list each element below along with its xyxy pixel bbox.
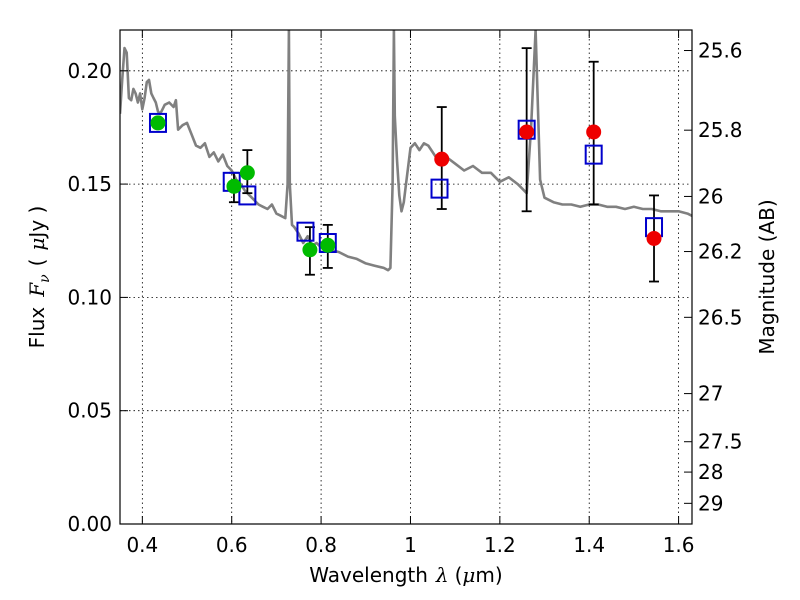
y-tick-label: 0.05 bbox=[67, 399, 112, 423]
y-tick-label: 0.00 bbox=[67, 512, 112, 536]
y2-tick-label: 25.6 bbox=[698, 39, 743, 63]
model-photometry-square bbox=[430, 178, 449, 199]
y2-tick-label: 26.5 bbox=[698, 305, 743, 329]
plot-frame bbox=[119, 29, 693, 525]
y2-tick-label: 28 bbox=[698, 460, 723, 484]
y2-axis-title: Magnitude (AB) bbox=[755, 199, 779, 354]
x-tick-label: 1 bbox=[404, 533, 417, 557]
marker-layer bbox=[148, 112, 664, 258]
x-tick-label: 1.6 bbox=[663, 533, 695, 557]
x-tick-label: 1.2 bbox=[484, 533, 516, 557]
tick-layer: 0.4 0.6 0.8 1 1.2 1.4 1.6 0.00 0.05 0.10 0.15 0.20 2… bbox=[67, 30, 743, 557]
y2-tick-label: 25.8 bbox=[698, 118, 743, 142]
y2-tick-label: 27.5 bbox=[698, 430, 743, 454]
model-photometry-square bbox=[296, 221, 315, 242]
y2-tick-label: 29 bbox=[698, 491, 723, 515]
model-photometry-square bbox=[584, 144, 603, 165]
observed-flux-point bbox=[646, 230, 662, 246]
x-tick-label: 0.8 bbox=[305, 533, 337, 557]
x-axis-title: Wavelength λ (μm) bbox=[309, 563, 502, 587]
observed-flux-point bbox=[226, 178, 242, 194]
model-photometry-square bbox=[238, 185, 257, 206]
model-photometry-square bbox=[148, 112, 167, 133]
y-tick-label: 0.15 bbox=[67, 172, 112, 196]
observed-flux-point bbox=[150, 115, 166, 131]
y2-tick-label: 26 bbox=[698, 184, 723, 208]
y2-tick-label: 27 bbox=[698, 382, 723, 406]
observed-flux-point bbox=[302, 242, 318, 258]
y-axis-title: FluxFν(μJy ) bbox=[25, 206, 53, 349]
observed-flux-point bbox=[586, 124, 602, 140]
observed-flux-point bbox=[320, 237, 336, 253]
x-tick-label: 0.6 bbox=[216, 533, 248, 557]
x-tick-label: 1.4 bbox=[573, 533, 605, 557]
y-tick-label: 0.10 bbox=[67, 285, 112, 309]
x-tick-label: 0.4 bbox=[126, 533, 158, 557]
y2-tick-label: 26.2 bbox=[698, 240, 743, 264]
observed-flux-point bbox=[239, 165, 255, 181]
observed-flux-point bbox=[434, 151, 450, 167]
y-tick-label: 0.20 bbox=[67, 59, 112, 83]
observed-flux-point bbox=[519, 124, 535, 140]
